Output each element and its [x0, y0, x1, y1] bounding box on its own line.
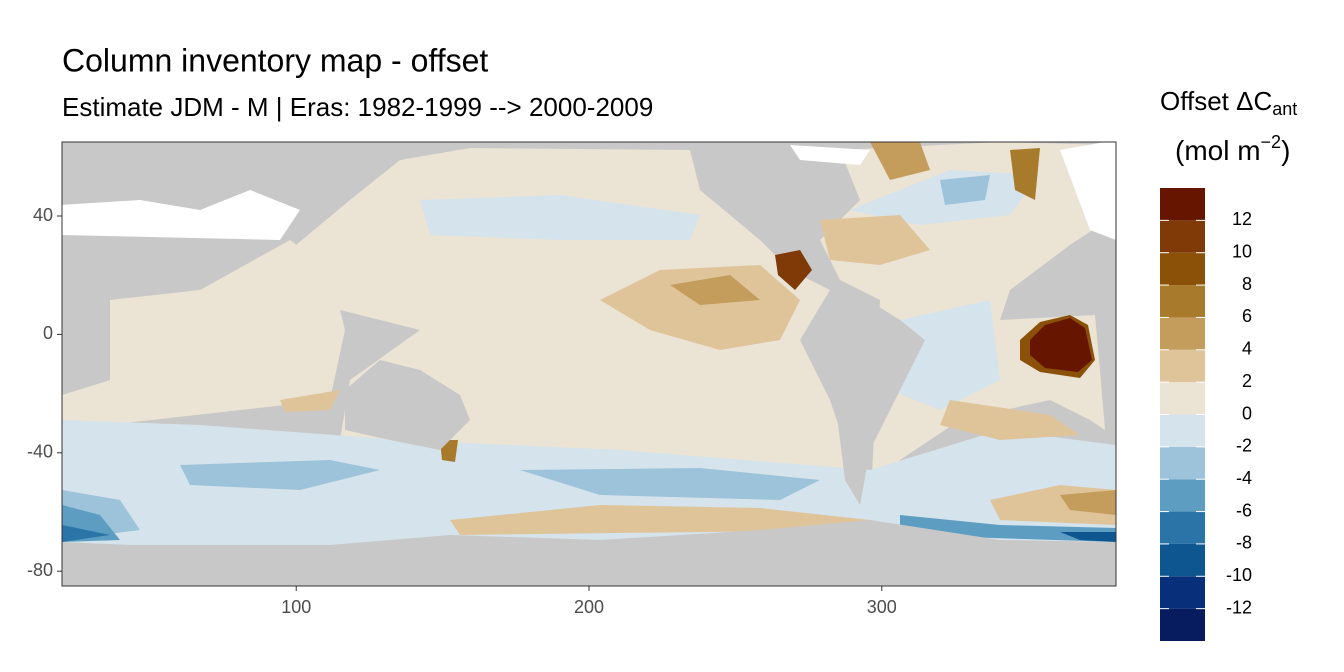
ice-mask [790, 145, 870, 165]
ocean-map [62, 142, 1116, 586]
x-tick-label: 100 [281, 597, 311, 617]
ocean-region [890, 300, 1000, 410]
chart-subtitle: Estimate JDM - M | Eras: 1982-1999 --> 2… [62, 92, 653, 122]
legend-swatch [1160, 285, 1205, 318]
south-america [830, 295, 925, 505]
legend-unit-superscript: −2 [1261, 132, 1282, 152]
ocean-region [420, 195, 700, 240]
legend-tick-label: 6 [1242, 306, 1252, 326]
ocean-region [600, 265, 800, 350]
ocean-region [280, 390, 340, 412]
legend-tick-label: -8 [1236, 533, 1252, 553]
legend-tick-label: 8 [1242, 274, 1252, 294]
legend-swatch [1160, 543, 1205, 577]
legend-tick-label: -12 [1226, 597, 1252, 617]
legend-swatch [1160, 382, 1205, 415]
ocean-region [62, 525, 110, 542]
ocean-region [870, 142, 930, 180]
legend-tick-label: -10 [1226, 565, 1252, 585]
legend-swatch [1160, 576, 1205, 609]
ocean-region [775, 250, 812, 290]
chart-title: Column inventory map - offset [62, 42, 488, 78]
legend-tick-label: -2 [1236, 436, 1252, 456]
legend-swatch [1160, 188, 1205, 221]
ocean-region [820, 215, 930, 265]
legend-tick-label: 2 [1242, 371, 1252, 391]
legend-tick-label: -4 [1236, 468, 1252, 488]
ice-mask [62, 190, 300, 240]
x-tick-label: 300 [867, 597, 897, 617]
legend-tick-label: 12 [1232, 209, 1252, 229]
antarctica [62, 520, 1116, 586]
ice-mask [1060, 142, 1116, 240]
legend-title: Offset ΔCant [1160, 86, 1297, 119]
legend-swatch [1160, 414, 1205, 447]
ocean-region [940, 400, 1080, 440]
legend-tick-label: -6 [1236, 500, 1252, 520]
legend-swatch [1160, 608, 1205, 641]
legend-swatch [1160, 220, 1205, 253]
ocean-region [670, 275, 760, 305]
australia [345, 360, 470, 450]
ocean-region [1010, 148, 1040, 200]
ocean-region [940, 175, 990, 205]
legend-swatch [1160, 252, 1205, 286]
x-tick-label: 200 [574, 597, 604, 617]
legend-unit-end: ) [1281, 135, 1290, 166]
y-tick-label: 0 [43, 323, 53, 343]
legend-swatch [1160, 446, 1205, 480]
ocean-region [1060, 490, 1116, 515]
legend-tick-label: 4 [1242, 339, 1252, 359]
y-tick-label: -40 [27, 442, 53, 462]
legend-title-subscript: ant [1272, 99, 1297, 119]
legend-tick-label: 0 [1242, 403, 1252, 423]
legend-swatch [1160, 317, 1205, 350]
ocean-region [180, 460, 380, 490]
legend-swatch [1160, 479, 1205, 512]
y-tick-label: 40 [33, 205, 53, 225]
legend-swatch [1160, 511, 1205, 544]
ocean-region [62, 240, 345, 430]
legend-unit-main: (mol m [1175, 135, 1261, 166]
legend-tick-label: 10 [1232, 241, 1252, 261]
ocean-region [450, 505, 870, 535]
africa-west [1040, 215, 1116, 320]
ocean-region [520, 468, 820, 500]
y-tick-label: -80 [27, 560, 53, 580]
legend-title-main: Offset ΔC [1160, 86, 1272, 116]
legend-unit: (mol m−2) [1175, 132, 1290, 167]
ocean-region [1030, 318, 1092, 372]
legend: -12 -10 -8 -6 -4 -2 0 2 4 6 8 10 12 [1160, 188, 1252, 641]
legend-swatch [1160, 349, 1205, 383]
ocean-region [1060, 532, 1116, 542]
